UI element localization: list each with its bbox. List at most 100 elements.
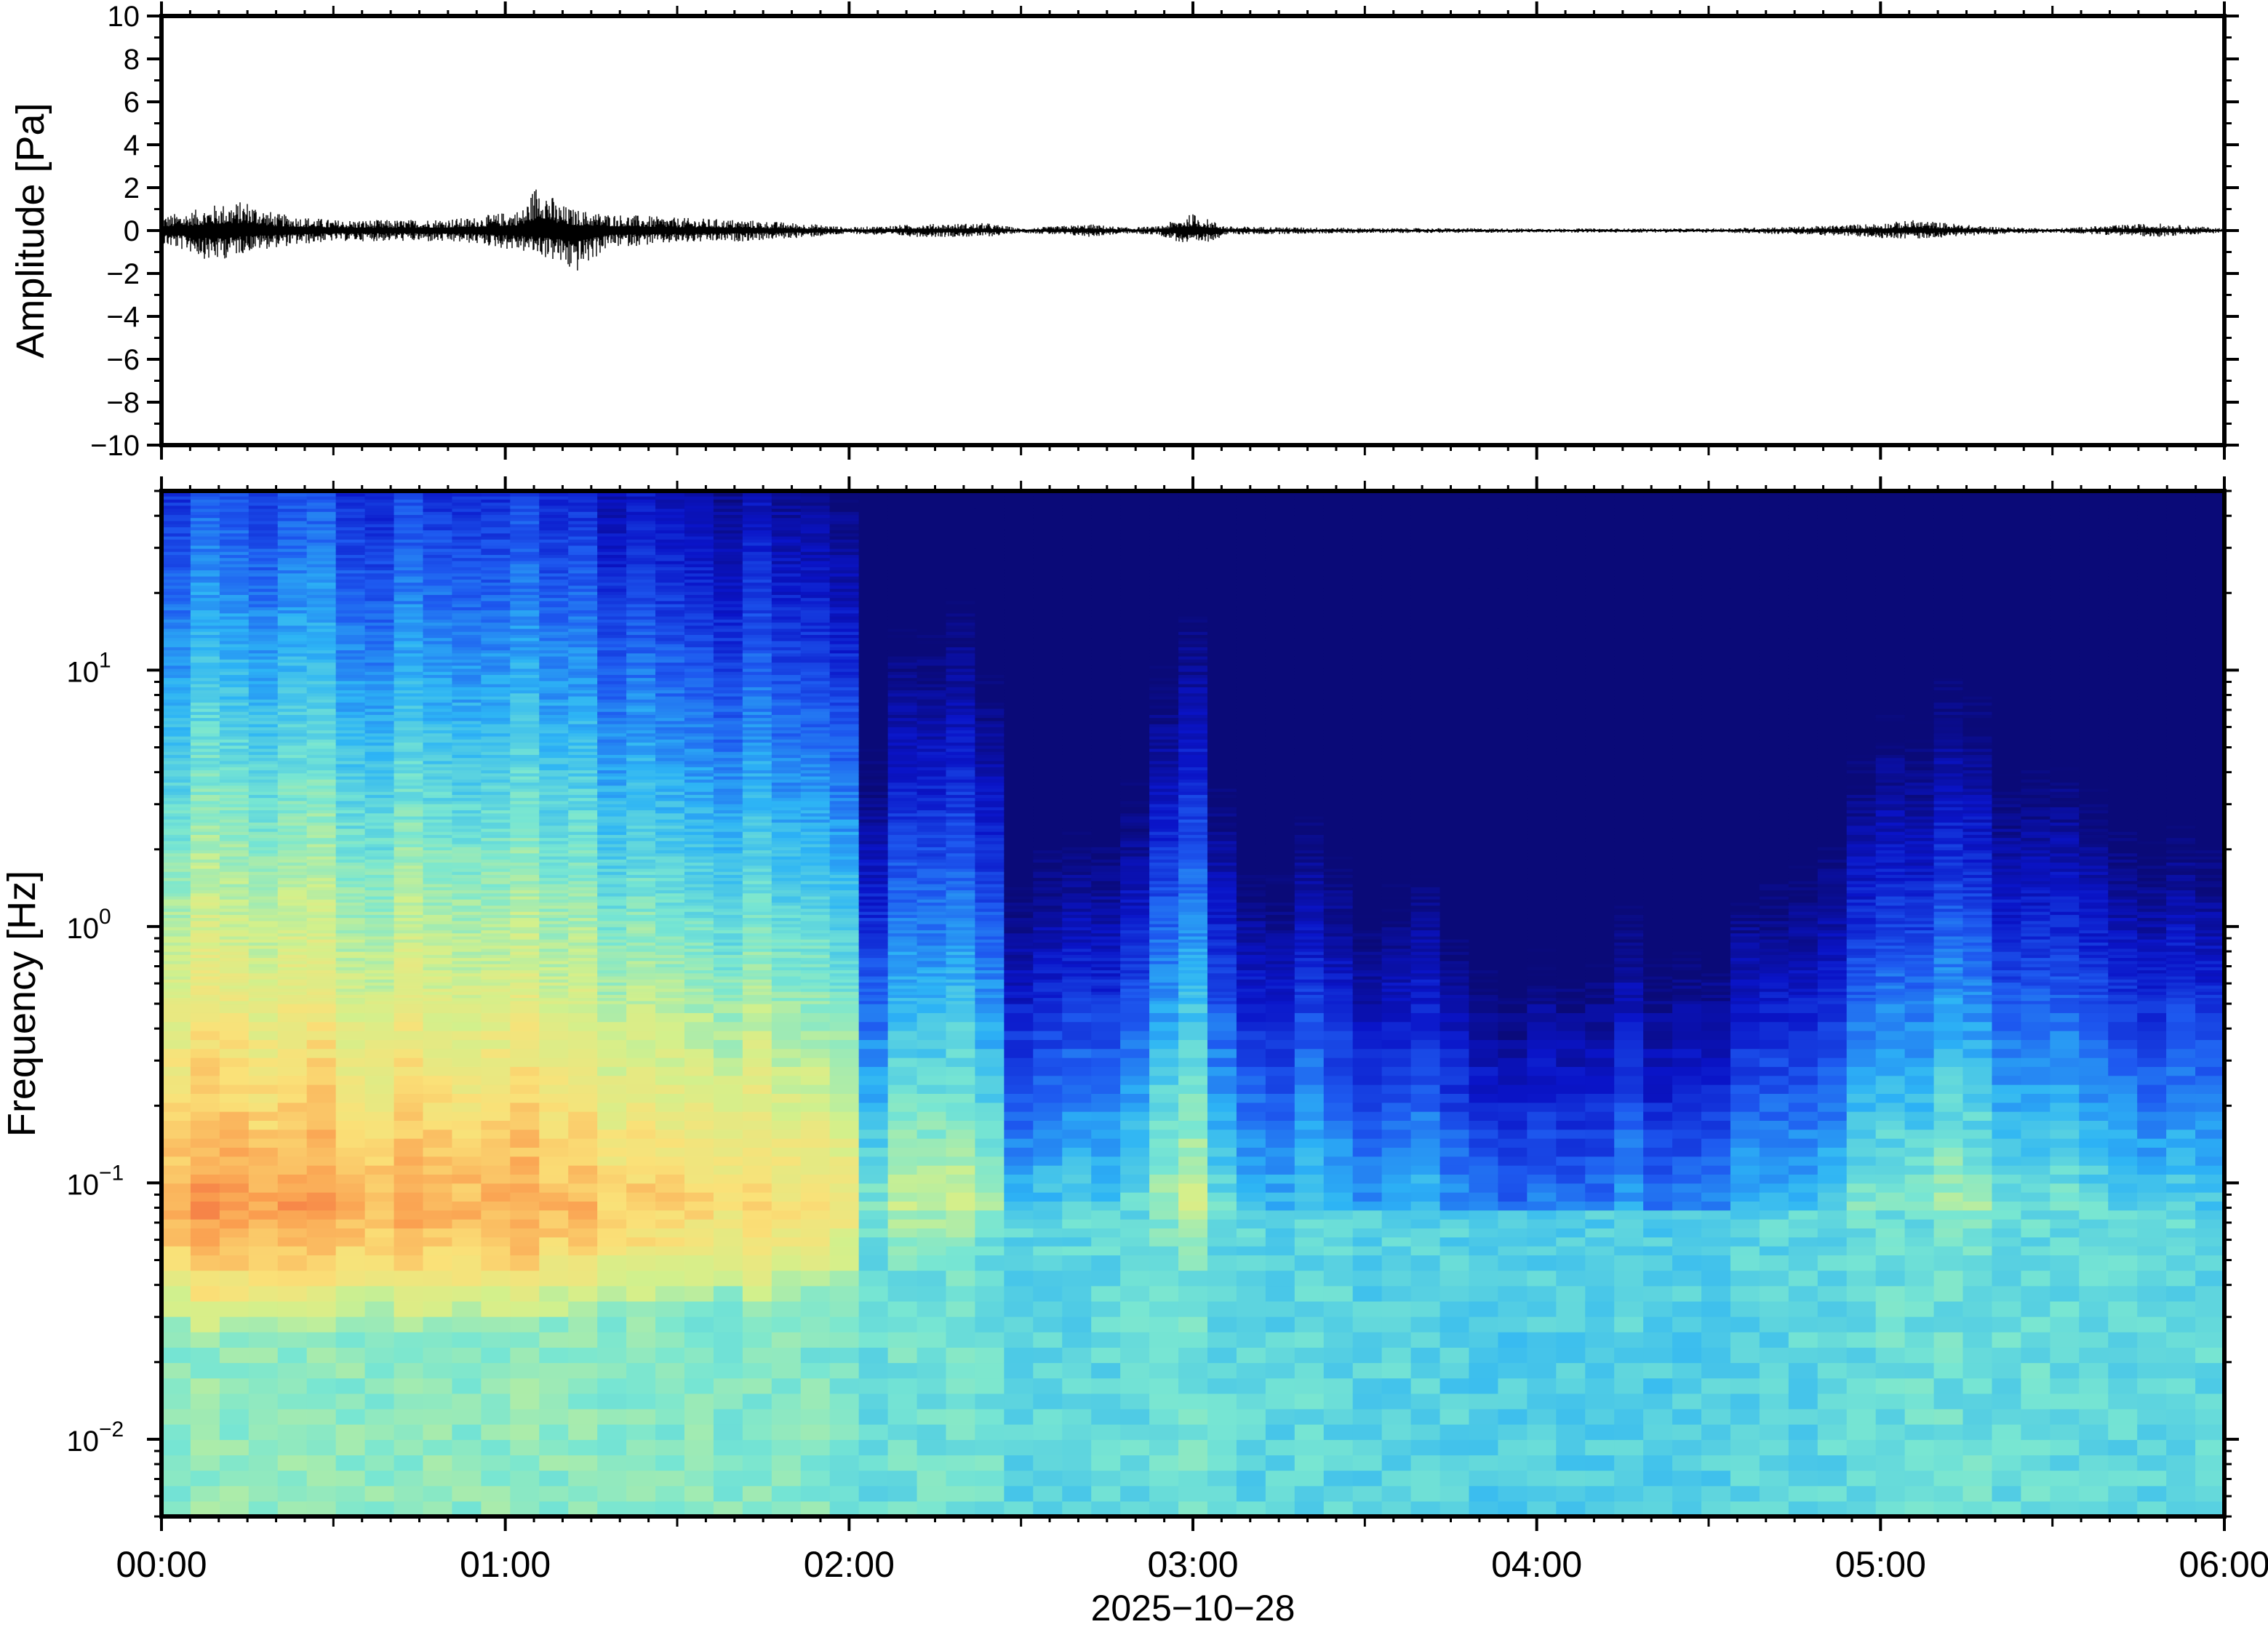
spectrogram-cell bbox=[220, 838, 249, 842]
spectrogram-cell bbox=[714, 779, 743, 783]
spectrogram-cell bbox=[481, 1347, 511, 1363]
spectrogram-cell bbox=[452, 503, 482, 506]
spectrogram-cell bbox=[655, 1120, 685, 1130]
spectrogram-cell bbox=[801, 788, 831, 792]
spectrogram-cell bbox=[568, 794, 598, 798]
spectrogram-cell bbox=[161, 644, 191, 647]
spectrogram-cell bbox=[336, 1130, 366, 1139]
spectrogram-cell bbox=[655, 693, 685, 697]
spectrogram-cell bbox=[510, 1093, 540, 1103]
spectrogram-cell bbox=[772, 724, 802, 727]
spectrogram-cell bbox=[743, 696, 772, 700]
spectrogram-cell bbox=[307, 810, 337, 814]
spectrogram-cell bbox=[655, 1192, 685, 1202]
spectrogram-cell bbox=[772, 998, 802, 1002]
spectrogram-cell bbox=[626, 881, 656, 884]
spectrogram-cell bbox=[743, 733, 772, 737]
spectrogram-cell bbox=[597, 1001, 627, 1004]
spectrogram-cell bbox=[568, 859, 598, 863]
spectrogram-cell bbox=[307, 1486, 337, 1502]
spectrogram-cell bbox=[655, 674, 685, 678]
spectrogram-cell bbox=[481, 1031, 511, 1040]
spectrogram-cell bbox=[539, 890, 569, 893]
spectrogram-cell bbox=[278, 733, 308, 737]
spectrogram-cell bbox=[452, 598, 482, 601]
spectrogram-cell bbox=[220, 591, 249, 595]
spectrogram-cell bbox=[714, 976, 743, 980]
spectrogram-cell bbox=[161, 776, 191, 780]
spectrogram-cell bbox=[626, 822, 656, 826]
spectrogram-cell bbox=[191, 887, 220, 890]
spectrogram-cell bbox=[249, 684, 279, 687]
spectrogram-cell bbox=[626, 567, 656, 570]
spectrogram-cell bbox=[801, 868, 831, 872]
spectrogram-cell bbox=[336, 868, 366, 872]
spectrogram-cell bbox=[626, 776, 656, 780]
spectrogram-cell bbox=[249, 841, 279, 844]
spectrogram-cell bbox=[161, 1228, 191, 1237]
spectrogram-cell bbox=[191, 951, 220, 955]
spectrogram-cell bbox=[655, 874, 685, 878]
spectrogram-cell bbox=[278, 718, 308, 721]
spectrogram-cell bbox=[394, 508, 424, 512]
spectrogram-cell bbox=[597, 890, 627, 893]
spectrogram-cell bbox=[423, 503, 452, 506]
spectrogram-cell bbox=[220, 745, 249, 749]
spectrogram-cell bbox=[539, 908, 569, 912]
spectrogram-cell bbox=[743, 933, 772, 937]
spectrogram-cell bbox=[220, 767, 249, 770]
spectrogram-cell bbox=[539, 681, 569, 684]
spectrogram-cell bbox=[481, 1076, 511, 1085]
spectrogram-cell bbox=[597, 1022, 627, 1031]
spectrogram-cell bbox=[743, 1076, 772, 1085]
spectrogram-cell bbox=[365, 773, 395, 777]
spectrogram-cell bbox=[452, 561, 482, 564]
spectrogram-cell bbox=[191, 816, 220, 820]
spectrogram-cell bbox=[220, 896, 249, 900]
spectrogram-cell bbox=[365, 1210, 395, 1220]
spectrogram-cell bbox=[743, 908, 772, 912]
spectrogram-cell bbox=[568, 1093, 598, 1103]
spectrogram-cell bbox=[336, 558, 366, 561]
spectrogram-cell bbox=[510, 739, 540, 743]
spectrogram-cell bbox=[772, 859, 802, 863]
spectrogram-cell bbox=[510, 539, 540, 543]
spectrogram-cell bbox=[539, 1424, 569, 1440]
spectrogram-cell bbox=[191, 674, 220, 678]
spectrogram-cell bbox=[714, 878, 743, 882]
spectrogram-cell bbox=[452, 946, 482, 949]
spectrogram-cell bbox=[626, 906, 656, 909]
spectrogram-cell bbox=[743, 804, 772, 807]
spectrogram-cell bbox=[336, 994, 366, 998]
spectrogram-cell bbox=[220, 1347, 249, 1363]
spectrogram-cell bbox=[220, 579, 249, 583]
spectrogram-cell bbox=[655, 671, 685, 675]
spectrogram-cell bbox=[394, 570, 424, 574]
spectrogram-cell bbox=[307, 751, 337, 755]
spectrogram-cell bbox=[307, 745, 337, 749]
spectrogram-cell bbox=[336, 714, 366, 718]
spectrogram-cell bbox=[510, 1219, 540, 1228]
spectrogram-cell bbox=[278, 828, 308, 832]
spectrogram-cell bbox=[249, 914, 279, 918]
spectrogram-cell bbox=[684, 1111, 714, 1121]
spectrogram-cell bbox=[307, 862, 337, 866]
spectrogram-cell bbox=[655, 536, 685, 540]
spectrogram-cell bbox=[365, 761, 395, 764]
spectrogram-cell bbox=[307, 1039, 337, 1049]
spectrogram-cell bbox=[481, 518, 511, 521]
spectrogram-cell bbox=[597, 1237, 627, 1247]
spectrogram-cell bbox=[626, 699, 656, 703]
spectrogram-cell bbox=[510, 1183, 540, 1193]
spectrogram-cell bbox=[220, 788, 249, 792]
spectrogram-cell bbox=[801, 982, 831, 986]
spectrogram-cell bbox=[626, 1201, 656, 1210]
spectrogram-cell bbox=[568, 1219, 598, 1228]
spectrogram-cell bbox=[772, 794, 802, 798]
spectrogram-cell bbox=[568, 521, 598, 524]
spectrogram-cell bbox=[510, 1031, 540, 1040]
spectrogram-cell bbox=[772, 1201, 802, 1210]
spectrogram-cell bbox=[365, 946, 395, 949]
spectrogram-cell bbox=[394, 908, 424, 912]
spectrogram-cell bbox=[394, 853, 424, 857]
